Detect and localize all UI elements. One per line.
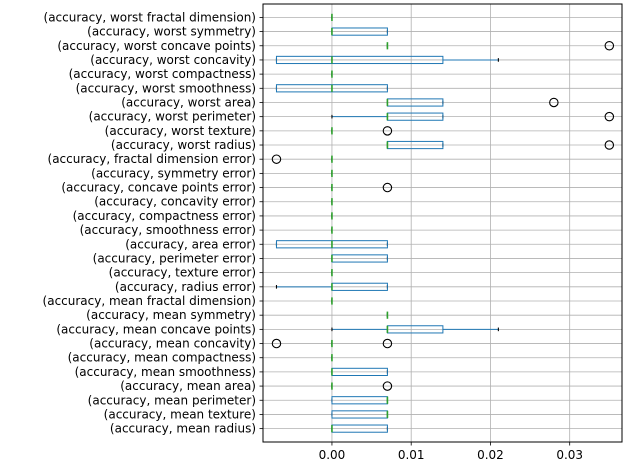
outlier-point bbox=[604, 111, 615, 122]
box-9 bbox=[331, 126, 393, 136]
box-28 bbox=[331, 396, 389, 405]
box-2 bbox=[331, 27, 388, 36]
y-tick-label: (accuracy, area error) bbox=[125, 237, 256, 251]
box-7 bbox=[386, 97, 559, 108]
y-tick-label: (accuracy, mean fractal dimension) bbox=[43, 294, 256, 308]
y-tick-label: (accuracy, smoothness error) bbox=[80, 223, 256, 237]
y-tick-label: (accuracy, mean radius) bbox=[110, 422, 256, 436]
y-tick-label: (accuracy, texture error) bbox=[109, 266, 256, 280]
y-tick-label: (accuracy, worst fractal dimension) bbox=[44, 10, 256, 24]
y-tick-label: (accuracy, mean symmetry) bbox=[86, 308, 256, 322]
y-tick-label: (accuracy, mean smoothness) bbox=[75, 365, 256, 379]
outlier-point bbox=[382, 182, 393, 193]
box-3 bbox=[386, 41, 615, 51]
y-tick-label: (accuracy, worst perimeter) bbox=[89, 110, 256, 124]
box-13 bbox=[331, 182, 393, 193]
y-tick-label: (accuracy, radius error) bbox=[115, 280, 256, 294]
y-tick-label: (accuracy, compactness error) bbox=[73, 209, 256, 223]
outlier-point bbox=[604, 41, 615, 51]
y-tick-label: (accuracy, mean area) bbox=[120, 379, 256, 393]
y-tick-label: (accuracy, mean perimeter) bbox=[88, 393, 256, 407]
box-23 bbox=[331, 325, 499, 334]
x-axis-ticks: 0.00 0.01 0.02 0.03 bbox=[319, 442, 583, 462]
outlier-point bbox=[382, 126, 393, 136]
y-tick-label: (accuracy, worst smoothness) bbox=[76, 81, 256, 95]
outlier-point bbox=[271, 154, 282, 164]
box-24 bbox=[271, 338, 393, 349]
box-4 bbox=[275, 55, 499, 65]
y-tick-label: (accuracy, worst compactness) bbox=[69, 67, 256, 81]
grid-lines bbox=[263, 4, 622, 442]
y-tick-label: (accuracy, concavity error) bbox=[94, 195, 256, 209]
y-axis-ticks: (accuracy, worst fractal dimension)(accu… bbox=[43, 10, 263, 436]
x-tick-label: 0.02 bbox=[477, 448, 504, 462]
x-tick-label: 0.03 bbox=[556, 448, 583, 462]
outlier-point bbox=[382, 381, 393, 391]
y-tick-label: (accuracy, perimeter error) bbox=[93, 251, 256, 265]
y-tick-label: (accuracy, mean concave points) bbox=[56, 322, 256, 336]
box-29 bbox=[331, 410, 389, 419]
box-27 bbox=[331, 381, 393, 391]
y-tick-label: (accuracy, worst symmetry) bbox=[87, 25, 256, 39]
y-tick-label: (accuracy, worst concavity) bbox=[90, 53, 256, 67]
box-26 bbox=[331, 367, 388, 376]
box-6 bbox=[275, 84, 388, 93]
iqr-box bbox=[275, 55, 444, 65]
box-10 bbox=[386, 140, 615, 150]
y-tick-label: (accuracy, symmetry error) bbox=[91, 166, 256, 180]
box-8 bbox=[331, 111, 615, 122]
y-tick-label: (accuracy, mean compactness) bbox=[68, 351, 256, 365]
outlier-point bbox=[549, 97, 559, 108]
box-20 bbox=[275, 282, 388, 291]
x-tick-label: 0.01 bbox=[398, 448, 425, 462]
boxes bbox=[271, 13, 615, 433]
y-tick-label: (accuracy, concave points error) bbox=[61, 181, 256, 195]
y-tick-label: (accuracy, worst concave points) bbox=[57, 39, 256, 53]
plot-area-frame bbox=[262, 3, 623, 443]
y-tick-label: (accuracy, mean texture) bbox=[104, 407, 256, 421]
outlier-point bbox=[604, 140, 615, 150]
box-17 bbox=[275, 240, 388, 249]
y-tick-label: (accuracy, mean concavity) bbox=[89, 337, 256, 351]
outlier-point bbox=[382, 338, 393, 349]
box-11 bbox=[271, 154, 333, 164]
box-30 bbox=[331, 424, 388, 433]
outlier-point bbox=[271, 338, 282, 349]
box-18 bbox=[331, 254, 388, 263]
y-tick-label: (accuracy, worst texture) bbox=[105, 124, 256, 138]
x-tick-label: 0.00 bbox=[319, 448, 346, 462]
y-tick-label: (accuracy, fractal dimension error) bbox=[48, 152, 256, 166]
y-tick-label: (accuracy, worst area) bbox=[121, 95, 256, 109]
y-tick-label: (accuracy, worst radius) bbox=[111, 138, 256, 152]
